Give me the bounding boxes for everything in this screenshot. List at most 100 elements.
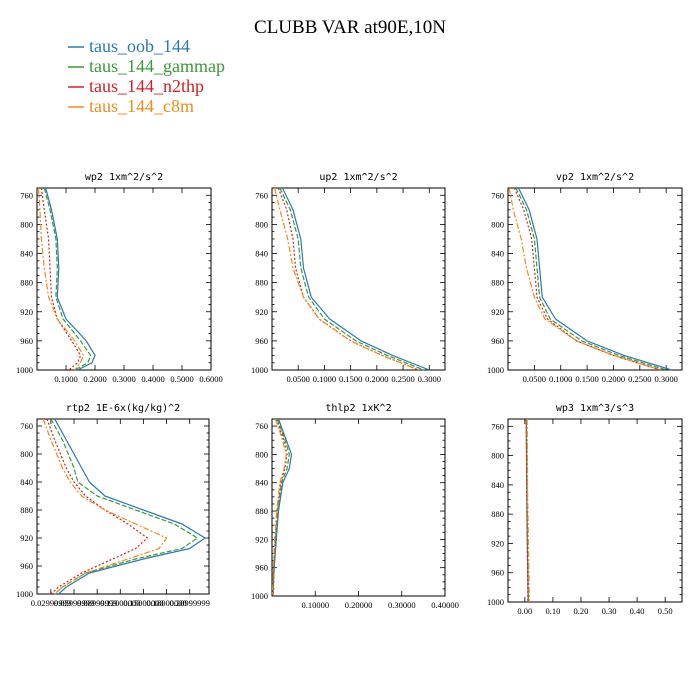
x-tick-label: 0.2000 (365, 374, 388, 384)
panel-title: vp2 1xm^2/s^2 (556, 172, 634, 183)
x-tick-label: 0.00 (517, 606, 532, 616)
series-line-taus_144_gammap (279, 187, 425, 371)
series-line-taus_144_n2thp (513, 187, 662, 371)
series-line-taus_144_c8m (42, 418, 168, 595)
legend-entry: taus_144_gammap (68, 56, 225, 76)
legend-entry: taus_144_n2thp (68, 76, 204, 96)
y-tick-label: 840 (491, 480, 504, 490)
y-tick-label: 960 (255, 563, 268, 573)
y-tick-label: 920 (491, 538, 504, 548)
x-tick-label: 0.08999999 (77, 598, 117, 608)
x-tick-label: 0.15000000 (123, 598, 163, 608)
x-tick-label: 0.1000 (54, 374, 77, 384)
x-tick-label: 0.4000 (141, 374, 164, 384)
panel-title: wp2 1xm^2/s^2 (85, 172, 163, 183)
series-line-taus_144_c8m (526, 418, 530, 603)
y-tick-label: 920 (20, 307, 33, 317)
series-line-taus_144_n2thp (277, 187, 420, 371)
y-tick-label: 800 (491, 451, 504, 461)
x-tick-label: 0.1500 (575, 374, 598, 384)
series-line-taus_144_n2thp (272, 418, 288, 597)
panel-title: wp3 1xm^3/s^3 (556, 403, 634, 414)
panel-4: rtp2 1E-6x(kg/kg)^2 760 800 840 880 920 960 100… (16, 403, 210, 608)
x-tick-label: 0.1000 (313, 374, 336, 384)
legend-label: taus_oob_144 (89, 36, 190, 56)
y-tick-label: 1000 (487, 365, 504, 375)
plot-frame (36, 187, 212, 371)
panel-title: rtp2 1E-6x(kg/kg)^2 (66, 403, 180, 414)
y-tick-label: 840 (491, 249, 504, 259)
y-tick-label: 880 (491, 278, 504, 288)
legend-label: taus_144_c8m (89, 96, 194, 116)
y-tick-label: 1000 (251, 365, 268, 375)
y-tick-label: 840 (20, 477, 33, 487)
x-tick-label: 0.10 (545, 606, 560, 616)
series-line-taus_144_gammap (515, 187, 667, 371)
x-tick-label: 0.3000 (418, 374, 441, 384)
series-line-taus_oob_144 (54, 418, 206, 595)
y-tick-label: 840 (255, 249, 268, 259)
y-tick-label: 1000 (16, 365, 33, 375)
x-tick-label: 0.0500 (523, 374, 546, 384)
y-tick-label: 880 (20, 278, 33, 288)
y-tick-label: 960 (20, 336, 33, 346)
panel-3: vp2 1xm^2/s^2 760 800 840 880 920 960 1000 0.050… (487, 172, 683, 384)
series-line-taus_144_n2thp (46, 418, 148, 595)
legend: taus_oob_144taus_144_gammaptaus_144_n2th… (68, 36, 225, 116)
series-line-taus_144_gammap (272, 418, 290, 597)
y-tick-label: 760 (20, 190, 33, 200)
panel-2: up2 1xm^2/s^2 760 800 840 880 920 960 1000 0.050… (251, 172, 446, 384)
legend-entry: taus_oob_144 (68, 36, 190, 56)
y-tick-label: 800 (491, 219, 504, 229)
y-tick-label: 880 (255, 506, 268, 516)
x-tick-label: 0.02999999 (31, 598, 71, 608)
series-line-taus_144_c8m (274, 187, 420, 371)
y-tick-label: 920 (255, 534, 268, 544)
y-tick-label: 920 (491, 307, 504, 317)
x-tick-label: 0.1000 (549, 374, 572, 384)
y-tick-label: 960 (20, 561, 33, 571)
x-tick-label: 0.18000000 (146, 598, 186, 608)
panel-6: wp3 1xm^3/s^3 760 800 840 880 920 960 1000 0.00 0… (487, 403, 683, 616)
panel-title: up2 1xm^2/s^2 (319, 172, 397, 183)
y-tick-label: 800 (255, 219, 268, 229)
y-tick-label: 1000 (251, 591, 268, 601)
x-tick-label: 0.20999999 (170, 598, 210, 608)
figure-title: CLUBB VAR at90E,10N (254, 17, 446, 38)
y-tick-label: 760 (255, 421, 268, 431)
x-tick-label: 0.6000 (199, 374, 222, 384)
x-tick-label: 0.30000 (388, 600, 416, 610)
x-tick-label: 0.40 (630, 606, 645, 616)
x-tick-label: 0.3000 (112, 374, 135, 384)
x-tick-label: 0.50 (658, 606, 673, 616)
y-tick-label: 880 (255, 278, 268, 288)
plot-frame (507, 187, 683, 371)
y-tick-label: 960 (255, 336, 268, 346)
x-tick-label: 0.20 (574, 606, 589, 616)
series-line-taus_oob_144 (281, 187, 430, 371)
y-tick-label: 960 (491, 336, 504, 346)
legend-label: taus_144_gammap (89, 56, 225, 76)
series-line-taus_144_gammap (50, 418, 198, 595)
plot-frame (36, 418, 210, 595)
y-tick-label: 800 (255, 449, 268, 459)
y-tick-label: 920 (255, 307, 268, 317)
y-tick-label: 960 (491, 568, 504, 578)
legend-label: taus_144_n2thp (89, 76, 204, 96)
y-tick-label: 880 (491, 509, 504, 519)
x-tick-label: 0.30 (602, 606, 617, 616)
plot-frame (507, 418, 683, 603)
y-tick-label: 760 (491, 190, 504, 200)
y-tick-label: 760 (491, 421, 504, 431)
plot-frame (271, 418, 446, 597)
series-line-taus_oob_144 (45, 187, 96, 371)
y-tick-label: 880 (20, 505, 33, 515)
y-tick-label: 760 (255, 190, 268, 200)
plot-frame (271, 187, 446, 371)
series-line-taus_oob_144 (517, 187, 672, 371)
panel-1: wp2 1xm^2/s^2 760 800 840 880 920 960 1000 0.100… (16, 172, 223, 384)
series-line-taus_144_c8m (271, 418, 287, 597)
panel-5: thlp2 1xK^2 760 800 840 880 920 960 1000 0.10000… (251, 403, 459, 610)
x-tick-label: 0.5000 (170, 374, 193, 384)
